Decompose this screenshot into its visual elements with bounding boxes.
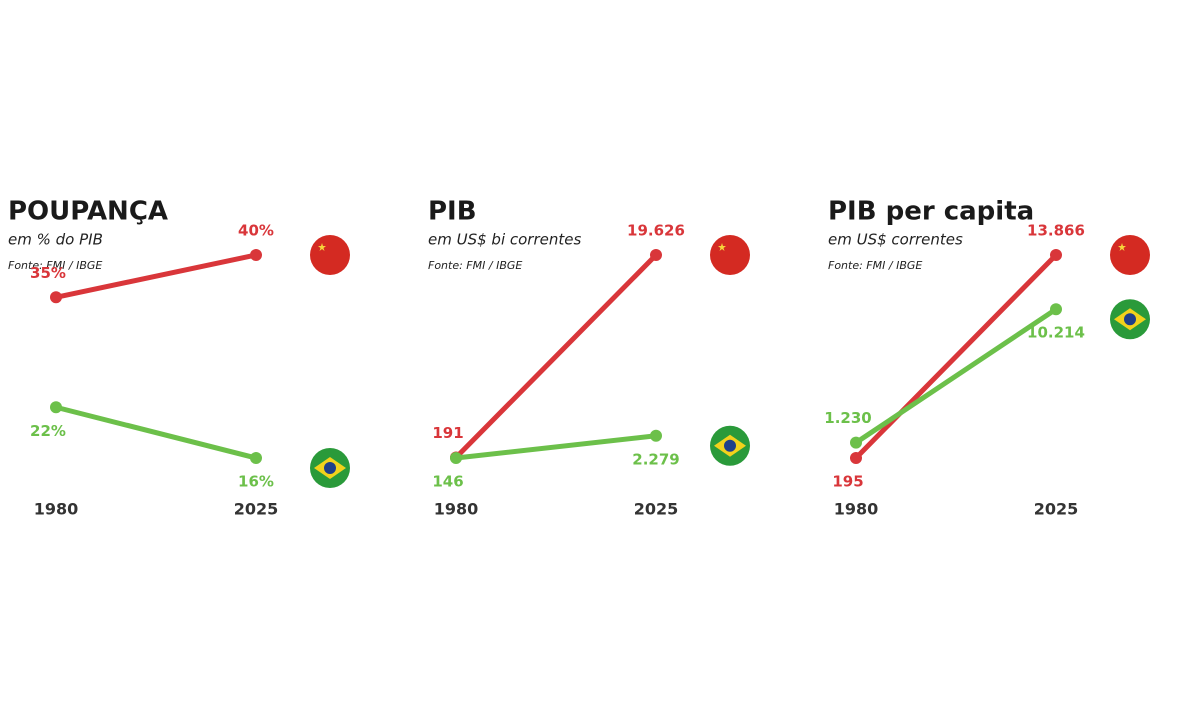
point xyxy=(450,452,462,464)
value-label: 19.626 xyxy=(627,222,685,240)
chart-title: POUPANÇA xyxy=(8,197,168,227)
flag-globe xyxy=(1124,313,1136,326)
value-label: 16% xyxy=(238,473,274,491)
flag-globe xyxy=(724,439,736,452)
value-label: 10.214 xyxy=(1027,324,1085,342)
series-line xyxy=(53,252,259,300)
flag-star xyxy=(1118,243,1126,251)
x-tick-label: 1980 xyxy=(434,500,479,519)
flags xyxy=(1110,235,1150,340)
series-line xyxy=(453,433,659,461)
value-label: 195 xyxy=(832,473,863,491)
x-tick-label: 1980 xyxy=(834,500,879,519)
point xyxy=(850,452,862,464)
value-label: 146 xyxy=(432,473,463,491)
point xyxy=(850,436,862,449)
flag-star xyxy=(318,243,326,251)
value-label: 2.279 xyxy=(632,450,679,468)
series-line xyxy=(453,252,659,461)
value-label: 35% xyxy=(30,264,66,282)
point xyxy=(1050,303,1062,316)
chart-subtitle: em % do PIB xyxy=(8,231,103,249)
flag-star xyxy=(718,243,726,251)
chart-title: PIB xyxy=(428,197,477,227)
chart-title: PIB per capita xyxy=(828,197,1034,227)
point xyxy=(1050,249,1062,261)
chart-source: Fonte: FMI / IBGE xyxy=(828,259,922,272)
chart-subtitle: em US$ correntes xyxy=(828,231,963,249)
point xyxy=(50,291,62,304)
series-line xyxy=(53,404,259,461)
series-line xyxy=(853,306,1059,446)
flag-china xyxy=(710,235,750,275)
x-tick-label: 1980 xyxy=(34,500,79,519)
point xyxy=(250,452,262,464)
flag-globe xyxy=(324,462,336,474)
point xyxy=(650,249,662,261)
flags xyxy=(710,235,750,466)
flags xyxy=(310,235,350,488)
flag-china xyxy=(310,235,350,275)
x-tick-label: 2025 xyxy=(234,500,279,519)
series-line xyxy=(853,252,1059,461)
value-label: 13.866 xyxy=(1027,222,1085,240)
chart-subtitle: em US$ bi correntes xyxy=(428,231,581,249)
x-tick-label: 2025 xyxy=(634,500,679,519)
value-label: 22% xyxy=(30,422,66,440)
point xyxy=(50,401,62,414)
chart-source: Fonte: FMI / IBGE xyxy=(8,259,102,272)
x-tick-label: 2025 xyxy=(1034,500,1079,519)
point xyxy=(650,429,662,442)
value-label: 40% xyxy=(238,222,274,240)
value-label: 1.230 xyxy=(824,409,871,427)
chart-source: Fonte: FMI / IBGE xyxy=(428,259,522,272)
flag-china xyxy=(1110,235,1150,275)
value-label: 191 xyxy=(432,424,463,442)
point xyxy=(250,249,262,261)
